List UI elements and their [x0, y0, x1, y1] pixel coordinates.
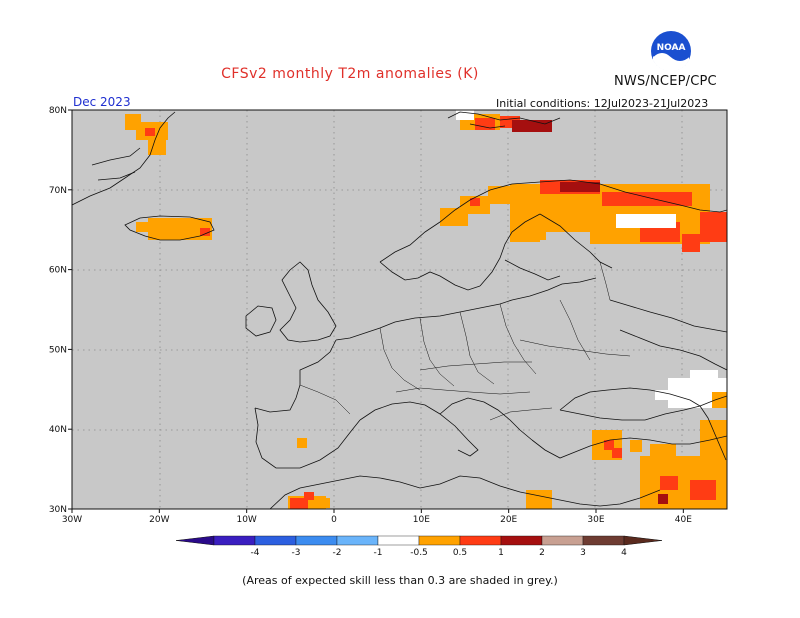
month-label: Dec 2023	[73, 95, 131, 109]
borders	[299, 261, 631, 421]
colorbar-label: 2	[539, 548, 545, 558]
lon-tick-label: 20E	[500, 515, 517, 525]
noaa-logo: NOAA	[650, 30, 692, 72]
lon-tick-label: 30E	[587, 515, 604, 525]
colorbar-segment	[377, 535, 420, 546]
colorbar-low-arrow	[175, 535, 215, 546]
lon-tick-label: 30W	[62, 515, 82, 525]
colorbar: -4 -3 -2 -1 -0.5 0.5 1 2 3 4	[175, 535, 663, 558]
colorbar-label: 3	[580, 548, 586, 558]
colorbar-high-arrow	[623, 535, 663, 546]
colorbar-segment	[295, 535, 338, 546]
colorbar-label: 4	[621, 548, 627, 558]
lon-tick-label: 10W	[236, 515, 256, 525]
chart-title: CFSv2 monthly T2m anomalies (K)	[221, 66, 479, 82]
lon-axis: 30W 20W 10W 0 10E 20E 30E 40E	[62, 509, 692, 525]
colorbar-segment	[213, 535, 256, 546]
colorbar-segment	[459, 535, 502, 546]
lon-tick-label: 40E	[675, 515, 692, 525]
initial-conditions-label: Initial conditions: 12Jul2023-21Jul2023	[496, 97, 709, 110]
colorbar-segment	[418, 535, 461, 546]
skill-footnote: (Areas of expected skill less than 0.3 a…	[242, 574, 558, 587]
colorbar-label: -2	[333, 548, 342, 558]
lat-axis: 30N 40N 50N 60N 70N 80N	[49, 106, 72, 515]
colorbar-label: -0.5	[410, 548, 428, 558]
agency-label: NWS/NCEP/CPC	[614, 74, 717, 89]
lon-tick-label: 20W	[149, 515, 169, 525]
logo-text: NOAA	[657, 43, 686, 53]
lat-tick-label: 50N	[49, 345, 67, 355]
lon-tick-label: 0	[331, 515, 337, 525]
colorbar-segment	[541, 535, 584, 546]
lat-tick-label: 60N	[49, 266, 67, 276]
colorbar-segment	[500, 535, 543, 546]
colorbar-segment	[254, 535, 297, 546]
lon-tick-label: 10E	[413, 515, 430, 525]
lat-tick-label: 80N	[49, 106, 67, 116]
colorbar-segment	[336, 535, 379, 546]
map-background	[71, 109, 728, 510]
colorbar-label: -4	[251, 548, 260, 558]
colorbar-segment	[582, 535, 625, 546]
lat-tick-label: 30N	[49, 505, 67, 515]
colorbar-label: 1	[498, 548, 504, 558]
lat-tick-label: 70N	[49, 186, 67, 196]
colorbar-label: 0.5	[453, 548, 467, 558]
colorbar-label: -1	[374, 548, 383, 558]
lat-tick-label: 40N	[49, 425, 67, 435]
colorbar-label: -3	[292, 548, 301, 558]
